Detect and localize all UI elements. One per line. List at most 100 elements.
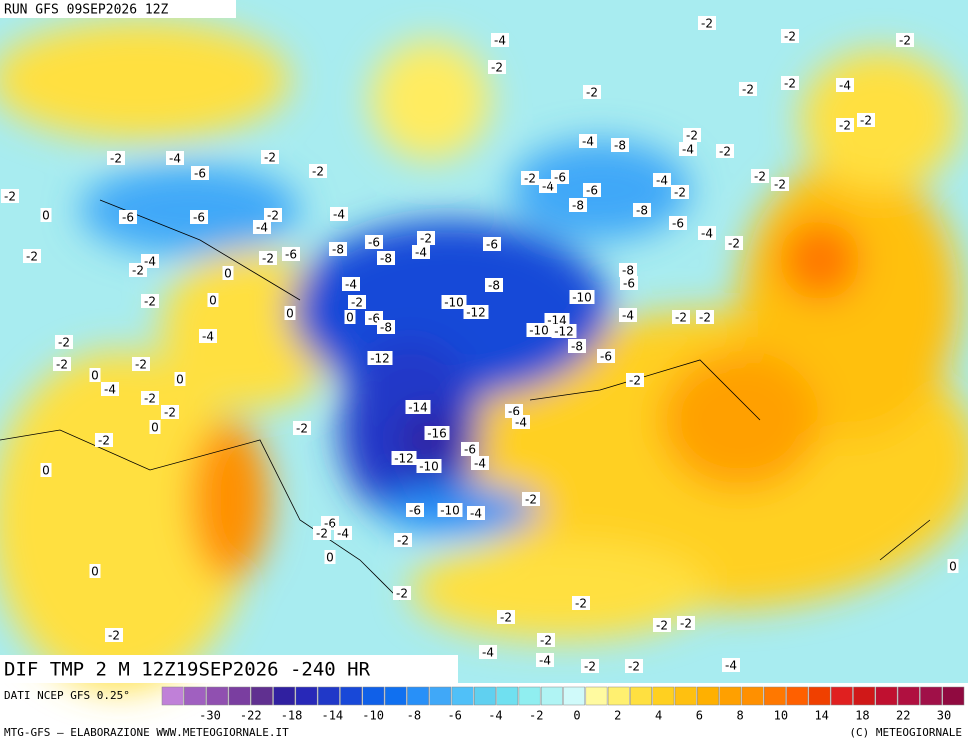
contour-label: -2	[774, 178, 786, 192]
legend-swatch	[451, 686, 474, 706]
contour-label-bg	[259, 251, 277, 265]
contour-label-bg	[149, 420, 161, 434]
contour-label-bg	[505, 404, 523, 418]
contour-label: -4	[539, 654, 551, 668]
contour-label-bg	[365, 235, 383, 249]
contour-label: -2	[728, 237, 740, 251]
contour-label: -4	[345, 278, 357, 292]
contour-label-bg	[696, 310, 714, 324]
contour-label: -8	[571, 340, 583, 354]
contour-label-bg	[293, 421, 311, 435]
contour-label: -6	[464, 443, 476, 457]
legend-swatch	[540, 686, 563, 706]
contour-label: -2	[656, 619, 668, 633]
contour-label: 0	[176, 373, 184, 387]
contour-label: -6	[672, 217, 684, 231]
contour-label: -8	[332, 243, 344, 257]
contour-label-bg	[141, 294, 159, 308]
legend-swatch	[206, 686, 229, 706]
contour-label: -2	[686, 129, 698, 143]
contour-label: -16	[427, 427, 447, 441]
contour-label: -2	[784, 77, 796, 91]
legend-swatch	[496, 686, 519, 706]
contour-label: -4	[542, 180, 554, 194]
contour-label: -4	[656, 174, 668, 188]
contour-label-bg	[569, 290, 595, 304]
data-source: DATI NCEP GFS 0.25°	[4, 689, 130, 702]
legend-label: 2	[614, 709, 621, 723]
legend-swatch	[920, 686, 942, 706]
legend-swatch	[295, 686, 318, 706]
contour-label-bg	[40, 463, 52, 477]
contour-label-bg	[190, 210, 208, 224]
contour-label-bg	[348, 295, 366, 309]
contour-label-bg	[95, 433, 113, 447]
contour-label: -6	[324, 517, 336, 531]
contour-label: -2	[500, 611, 512, 625]
contour-label: -2	[899, 34, 911, 48]
contour-label: -6	[554, 171, 566, 185]
contour-label: -4	[256, 221, 268, 235]
legend-swatch	[674, 686, 697, 706]
contour-label: -4	[482, 646, 494, 660]
contour-label: -2	[742, 83, 754, 97]
contour-label: 0	[346, 311, 354, 325]
legend-swatch	[407, 686, 429, 706]
footer-right: (C) METEOGIORNALE	[849, 726, 962, 739]
legend-swatch	[184, 686, 206, 706]
contour-label-bg	[536, 653, 554, 667]
contour-label-bg	[89, 368, 101, 382]
contour-label: -2	[525, 493, 537, 507]
legend-swatch	[875, 686, 898, 706]
contour-label: -6	[368, 236, 380, 250]
legend-swatch	[161, 686, 184, 706]
contour-label: -8	[622, 264, 634, 278]
run-header-bg	[0, 0, 236, 18]
contour-label-bg	[89, 564, 101, 578]
contour-label: -4	[839, 79, 851, 93]
contour-label: -2	[4, 190, 16, 204]
legend-label: 4	[655, 709, 662, 723]
contour-label-bg	[620, 276, 638, 290]
legend-label: -4	[488, 709, 502, 723]
contour-label-bg	[141, 391, 159, 405]
contour-label: -8	[572, 199, 584, 213]
contour-label: -4	[104, 383, 116, 397]
contour-label-bg	[483, 237, 501, 251]
contour-label-bg	[836, 78, 854, 92]
contour-label-bg	[653, 618, 671, 632]
contour-label-bg	[626, 373, 644, 387]
legend-label: 0	[573, 709, 580, 723]
legend-swatch	[764, 686, 786, 706]
contour-label-bg	[583, 183, 601, 197]
contour-label: -2	[860, 114, 872, 128]
contour-label: -2	[264, 151, 276, 165]
contour-label: -14	[408, 401, 428, 415]
legend-label: 10	[774, 709, 788, 723]
contour-label: -2	[144, 295, 156, 309]
contour-label: -6	[623, 277, 635, 291]
contour-label: -2	[108, 629, 120, 643]
contour-label-bg	[896, 33, 914, 47]
contour-label: -4	[494, 34, 506, 48]
legend-label: 22	[896, 709, 910, 723]
contour-label-bg	[367, 351, 393, 365]
legend-swatch	[585, 686, 608, 706]
contour-label: -6	[285, 248, 297, 262]
contour-label-bg	[324, 550, 336, 564]
contour-label-bg	[406, 503, 424, 517]
contour-label: -2	[267, 209, 279, 223]
contour-label-bg	[463, 305, 489, 319]
contour-label: 0	[91, 565, 99, 579]
contour-label: -6	[486, 238, 498, 252]
contour-label: -2	[316, 527, 328, 541]
contour-label: -2	[56, 358, 68, 372]
contour-label-bg	[488, 60, 506, 74]
contour-label-bg	[393, 586, 411, 600]
contour-label: -12	[466, 306, 486, 320]
legend-swatch	[719, 686, 742, 706]
contour-label-bg	[391, 451, 417, 465]
map-field	[0, 0, 968, 690]
contour-label: -4	[701, 227, 713, 241]
